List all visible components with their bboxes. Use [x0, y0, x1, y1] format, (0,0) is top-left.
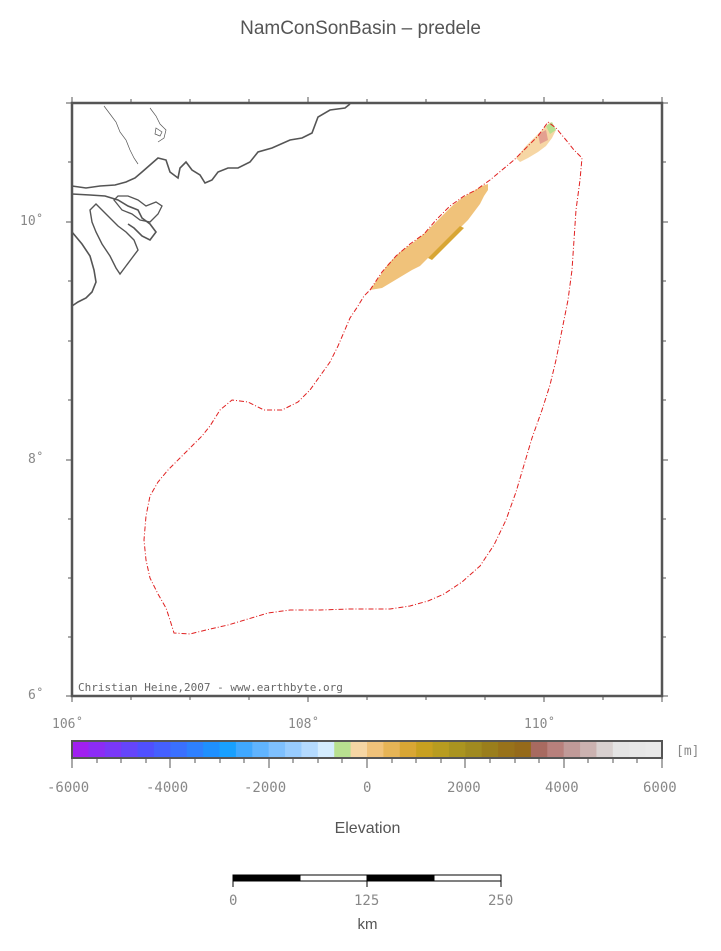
- colorbar-cell: [285, 741, 303, 758]
- colorbar-cell: [530, 741, 548, 758]
- colorbar-cell: [612, 741, 630, 758]
- colorbar-cell: [137, 741, 155, 758]
- colorbar-cell: [301, 741, 319, 758]
- colorbar-cell: [219, 741, 237, 758]
- colorbar-label: 2000: [447, 780, 481, 796]
- credit-text: Christian Heine,2007 - www.earthbyte.org: [78, 681, 343, 694]
- scale-bar: [232, 874, 502, 887]
- basin-boundary: [143, 121, 583, 635]
- colorbar-title: Elevation: [334, 820, 401, 837]
- coastline: [71, 103, 351, 307]
- colorbar-cell: [72, 741, 89, 758]
- elevation-fill-dark: [428, 226, 464, 260]
- colorbar-cell: [481, 741, 499, 758]
- scalebar-label: 125: [354, 893, 380, 909]
- colorbar-label: 6000: [643, 780, 677, 796]
- colorbar-cell: [170, 741, 188, 758]
- lat-label-6: 6˚: [28, 688, 44, 703]
- lon-label-106: 106˚: [52, 717, 84, 732]
- elevation-cells: [370, 122, 556, 290]
- colorbar-cell: [465, 741, 483, 758]
- colorbar-cell: [104, 741, 122, 758]
- colorbar-cell: [367, 741, 384, 758]
- colorbar-cell: [498, 741, 516, 758]
- colorbar-cell: [629, 741, 647, 758]
- colorbar-cell: [596, 741, 614, 758]
- scalebar-label: 0: [229, 893, 238, 909]
- lat-label-8: 8˚: [28, 452, 44, 467]
- colorbar-cell: [121, 741, 139, 758]
- map-title: NamConSonBasin – predele: [240, 18, 481, 39]
- colorbar-label: 4000: [545, 780, 579, 796]
- colorbar-cell: [252, 741, 270, 758]
- colorbar: [72, 741, 663, 758]
- colorbar-cell: [88, 741, 106, 758]
- colorbar-cell: [399, 741, 417, 758]
- colorbar-label: -2000: [244, 780, 287, 796]
- scalebar-unit: km: [357, 916, 378, 933]
- colorbar-cell: [383, 741, 401, 758]
- map-frame: [70, 101, 664, 698]
- colorbar-cell: [448, 741, 466, 758]
- colorbar-cell: [547, 741, 565, 758]
- colorbar-cell: [235, 741, 253, 758]
- colorbar-cell: [153, 741, 171, 758]
- map-ticks: [66, 97, 668, 702]
- colorbar-unit: [m]: [676, 744, 700, 759]
- lon-label-110: 110˚: [524, 717, 556, 732]
- colorbar-cell: [186, 741, 204, 758]
- colorbar-label: 0: [363, 780, 372, 796]
- elevation-fill: [370, 184, 488, 290]
- colorbar-cell: [350, 741, 368, 758]
- colorbar-label: -6000: [47, 780, 90, 796]
- colorbar-cell: [334, 741, 352, 758]
- colorbar-cell: [645, 741, 663, 758]
- colorbar-cell: [317, 741, 335, 758]
- colorbar-cell: [563, 741, 581, 758]
- elevation-fill-red: [538, 130, 548, 144]
- lat-label-10: 10˚: [20, 214, 44, 229]
- lon-label-108: 108˚: [288, 717, 320, 732]
- colorbar-cell: [514, 741, 532, 758]
- colorbar-cell: [580, 741, 598, 758]
- colorbar-cell: [432, 741, 450, 758]
- elevation-fill-peak: [546, 122, 556, 134]
- colorbar-cell: [203, 741, 221, 758]
- scalebar-label: 250: [488, 893, 514, 909]
- colorbar-cell: [268, 741, 286, 758]
- colorbar-cell: [416, 741, 434, 758]
- colorbar-ticks: [71, 758, 663, 768]
- colorbar-label: -4000: [146, 780, 189, 796]
